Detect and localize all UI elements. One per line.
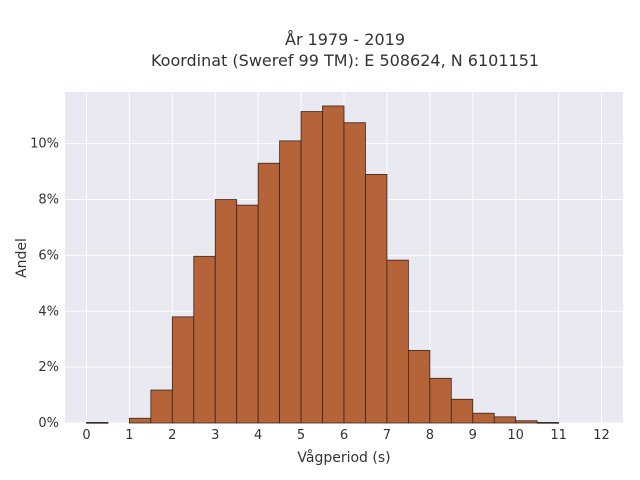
x-tick-label: 3: [211, 428, 219, 443]
x-tick-label: 8: [426, 428, 434, 443]
y-axis-ticks: 0% 2% 4% 6% 8% 10%: [30, 137, 59, 431]
histogram-bar: [515, 420, 538, 424]
y-axis-label: Andel: [14, 238, 30, 278]
y-tick-label: 10%: [30, 137, 59, 152]
x-tick-label: 11: [550, 428, 567, 443]
chart-title-line-1: År 1979 - 2019: [285, 30, 405, 49]
x-tick-label: 6: [340, 428, 348, 443]
x-tick-label: 12: [593, 428, 610, 443]
y-tick-label: 6%: [38, 248, 59, 263]
x-axis-ticks: 0 1 2 3 4 5 6 7 8 9 10 11 12: [82, 428, 609, 443]
x-tick-label: 0: [82, 428, 90, 443]
histogram-bar: [193, 255, 216, 424]
x-tick-label: 5: [297, 428, 305, 443]
x-tick-label: 2: [168, 428, 176, 443]
y-tick-label: 8%: [38, 193, 59, 208]
histogram-bar: [171, 316, 195, 424]
histogram-bar: [386, 259, 409, 424]
histogram-bar: [536, 422, 560, 424]
histogram-bars: [86, 105, 560, 424]
histogram-bar: [86, 422, 109, 424]
histogram-bar: [493, 416, 517, 424]
histogram-bar: [343, 122, 366, 424]
histogram-bar: [450, 398, 474, 424]
histogram-bar: [236, 204, 259, 424]
x-tick-label: 9: [469, 428, 477, 443]
y-tick-label: 0%: [38, 416, 59, 431]
x-tick-label: 10: [507, 428, 524, 443]
y-tick-label: 2%: [38, 360, 59, 375]
histogram-bar: [128, 417, 152, 424]
histogram-bar: [407, 349, 431, 424]
histogram-bar: [150, 389, 173, 424]
x-tick-label: 7: [383, 428, 391, 443]
y-tick-label: 4%: [38, 304, 59, 319]
histogram-bar: [365, 174, 388, 424]
histogram-bar: [279, 140, 302, 424]
histogram-bar: [322, 105, 345, 424]
histogram-bar: [214, 199, 238, 424]
histogram-bar: [429, 377, 452, 424]
x-axis-label: Vågperiod (s): [297, 449, 390, 466]
x-tick-label: 1: [125, 428, 133, 443]
histogram-bar: [257, 162, 281, 424]
chart-title-line-2: Koordinat (Sweref 99 TM): E 508624, N 61…: [151, 51, 539, 70]
histogram-bar: [472, 412, 495, 424]
x-tick-label: 4: [254, 428, 262, 443]
histogram-bar: [300, 111, 323, 424]
